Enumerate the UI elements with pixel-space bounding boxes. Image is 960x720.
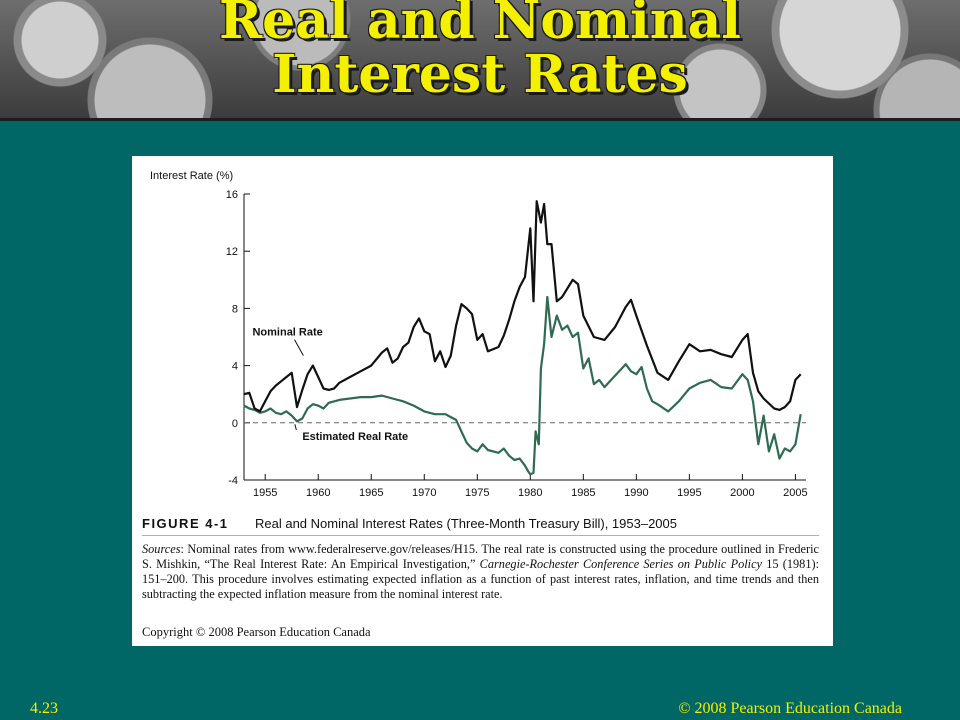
y-tick-label: -4 [228, 475, 238, 487]
annotation-pointer [294, 424, 297, 431]
slide-title-line1: Real and Nominal [218, 0, 742, 51]
real-rate-annotation: Estimated Real Rate [302, 431, 408, 443]
x-tick-label: 1960 [306, 487, 330, 499]
x-tick-label: 1985 [571, 487, 595, 499]
y-axis-label: Interest Rate (%) [150, 170, 233, 182]
x-tick-label: 1980 [518, 487, 542, 499]
y-tick-label: 4 [232, 361, 238, 373]
x-tick-label: 1970 [412, 487, 436, 499]
sources-journal: Carnegie-Rochester Conference Series on … [479, 557, 762, 571]
figure-divider [142, 535, 819, 536]
y-tick-label: 16 [226, 189, 238, 201]
annotation-pointer [294, 339, 304, 356]
coins-banner [0, 0, 960, 121]
y-tick-label: 0 [232, 418, 238, 430]
figure-sources: Sources: Nominal rates from www.federalr… [142, 542, 819, 602]
figure-title: Real and Nominal Interest Rates (Three-M… [255, 516, 677, 531]
y-tick-label: 12 [226, 246, 238, 258]
figure-copyright: Copyright © 2008 Pearson Education Canad… [142, 625, 371, 639]
sources-text-2: 15 (1981): 151–200. This procedure invol… [142, 557, 819, 601]
slide-title: Real and Nominal Interest Rates [0, 0, 960, 102]
x-tick-label: 2000 [730, 487, 754, 499]
x-tick-label: 2005 [783, 487, 807, 499]
x-tick-label: 1990 [624, 487, 648, 499]
real-rate-series-line [243, 295, 802, 476]
figure-panel: Interest Rate (%) -4 0 4 8 12 16 1955 1960 1965 19… [132, 156, 833, 646]
slide-title-line2: Interest Rates [272, 44, 688, 105]
footer-copyright: © 2008 Pearson Education Canada [678, 700, 902, 717]
sources-text: : Nominal rates from www.federalreserve.… [142, 542, 819, 571]
sources-prefix: Sources [142, 542, 181, 556]
x-tick-label: 1975 [465, 487, 489, 499]
y-tick-label: 8 [232, 303, 238, 315]
page-number: 4.23 [30, 700, 58, 717]
x-tick-label: 1955 [253, 487, 277, 499]
nominal-rate-annotation: Nominal Rate [252, 327, 322, 339]
figure-label: FIGURE 4-1 [142, 516, 229, 531]
nominal-rate-series-line [243, 200, 802, 413]
x-tick-label: 1965 [359, 487, 383, 499]
interest-rate-chart: Interest Rate (%) -4 0 4 8 12 16 1955 1960 1965 19… [150, 170, 808, 499]
x-tick-label: 1995 [677, 487, 701, 499]
